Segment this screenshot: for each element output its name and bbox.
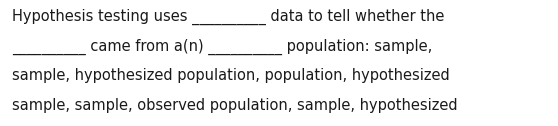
Text: __________ came from a(n) __________ population: sample,: __________ came from a(n) __________ pop… xyxy=(12,38,432,55)
Text: sample, hypothesized population, population, hypothesized: sample, hypothesized population, populat… xyxy=(12,68,450,83)
Text: Hypothesis testing uses __________ data to tell whether the: Hypothesis testing uses __________ data … xyxy=(12,9,445,25)
Text: sample, sample, observed population, sample, hypothesized: sample, sample, observed population, sam… xyxy=(12,98,458,113)
